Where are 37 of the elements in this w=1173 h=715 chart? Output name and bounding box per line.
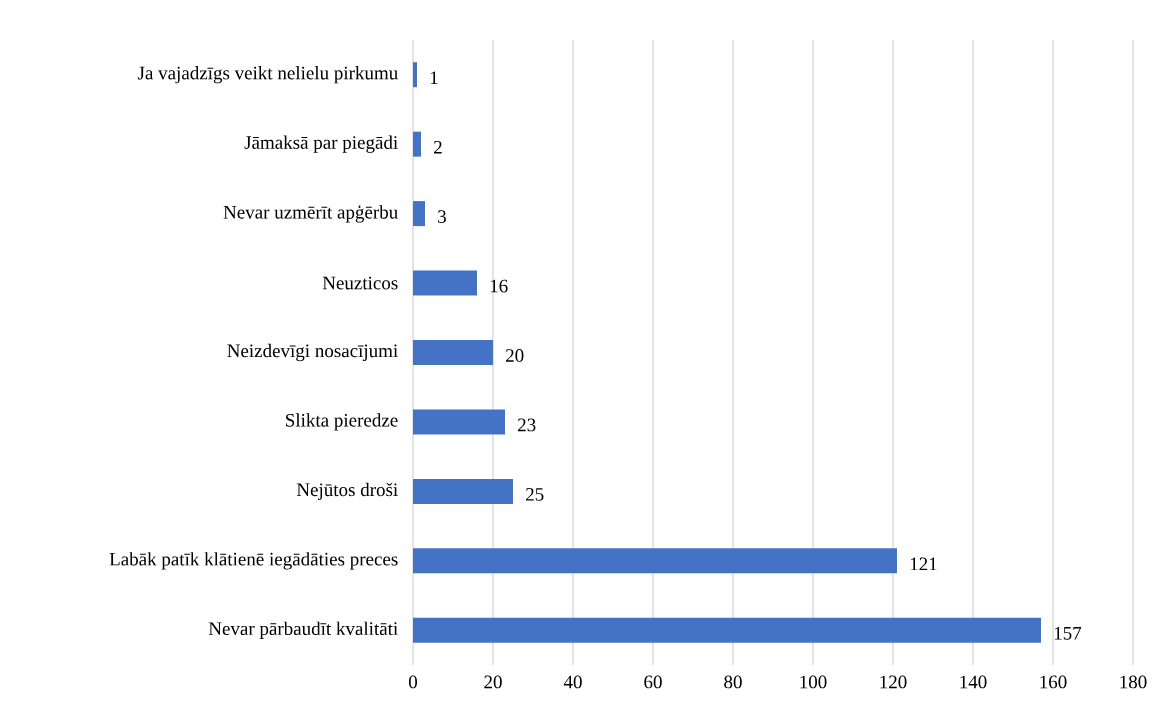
data-label: 16 (490, 279, 508, 293)
x-tick-label: 0 (408, 675, 418, 689)
y-tick-label: Jāmaksā par piegādi (244, 135, 398, 153)
data-label: 1 (430, 71, 438, 84)
data-label: 25 (526, 488, 544, 501)
data-label: 157 (1054, 626, 1082, 640)
y-tick-label: Neizdevīgi nosacījumi (227, 343, 398, 362)
x-tick-label: 60 (644, 675, 662, 689)
bar (413, 409, 505, 435)
y-tick-label: Neuzticos (322, 276, 398, 290)
bar (413, 201, 425, 227)
bar (413, 270, 477, 296)
bar (413, 617, 1041, 643)
data-label: 23 (518, 418, 536, 432)
x-tick-label: 20 (484, 675, 502, 689)
x-tick-label: 160 (1040, 675, 1067, 689)
y-tick-label: Nevar uzmērīt apģērbu (223, 204, 398, 223)
data-label: 121 (910, 557, 937, 571)
y-tick-label: Nevar pārbaudīt kvalitāti (208, 621, 398, 639)
y-tick-label: Ja vajadzīgs veikt nelielu pirkumu (137, 66, 398, 84)
x-tick-label: 80 (724, 675, 742, 689)
bar (413, 62, 417, 88)
y-tick-label: Slikta pieredze (286, 413, 398, 431)
bar (413, 478, 513, 504)
data-label: 3 (438, 210, 446, 223)
data-label: 2 (434, 140, 442, 154)
bar (413, 131, 422, 157)
bar (413, 340, 493, 365)
x-tick-label: 40 (563, 675, 582, 689)
bar (413, 548, 897, 574)
y-tick-label: Labāk patīk klātienē iegādāties preces (109, 552, 398, 570)
x-tick-label: 100 (800, 675, 827, 689)
data-label: 20 (506, 349, 524, 362)
y-tick-label: Nejūtos droši (296, 482, 398, 501)
x-tick-label: 180 (1120, 675, 1147, 689)
x-tick-label: 120 (880, 675, 907, 689)
x-tick-label: 140 (960, 675, 987, 689)
